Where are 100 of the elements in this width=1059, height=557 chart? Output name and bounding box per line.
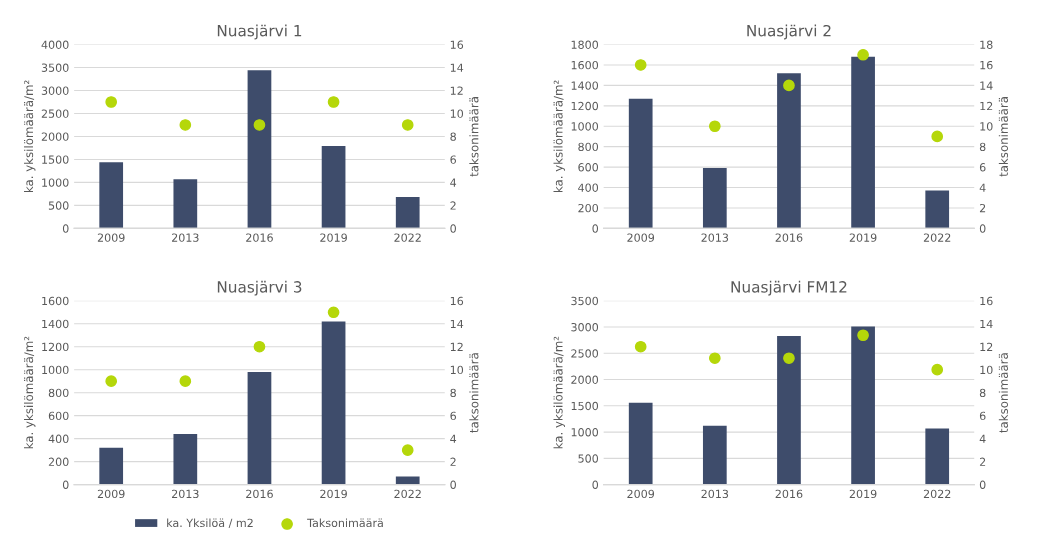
x-tick-label: 2013 xyxy=(172,489,199,499)
y2-axis-title: taksonimäärä xyxy=(469,353,479,433)
x-tick-label: 2013 xyxy=(701,489,729,499)
y2-tick-label: 12 xyxy=(980,101,993,111)
point xyxy=(327,306,340,319)
y2-tick-label: 14 xyxy=(980,319,993,328)
bar xyxy=(247,372,272,485)
chart-title: Nuasjärvi 1 xyxy=(217,24,302,40)
y-tick-label: 1000 xyxy=(571,122,599,131)
point xyxy=(179,375,192,388)
point xyxy=(105,375,118,388)
bar xyxy=(321,146,346,229)
y2-axis-title: taksonimäärä xyxy=(998,353,1008,433)
y2-tick-label: 8 xyxy=(450,388,456,398)
bar xyxy=(702,168,727,229)
y2-tick-label: 6 xyxy=(979,411,986,421)
point xyxy=(783,79,795,92)
bar xyxy=(99,162,124,229)
x-tick-label: 2019 xyxy=(320,489,347,499)
y-axis-title: ka. yksilömäärä/m² xyxy=(24,336,36,449)
point xyxy=(634,59,647,71)
point xyxy=(708,120,721,133)
y2-tick-label: 10 xyxy=(980,365,993,375)
y-tick-label: 0 xyxy=(62,480,69,489)
y2-tick-label: 10 xyxy=(450,109,464,118)
y2-tick-label: 4 xyxy=(979,434,986,443)
y-tick-label: 500 xyxy=(48,201,69,210)
y-tick-label: 1800 xyxy=(571,40,599,49)
y-tick-label: 400 xyxy=(48,434,69,444)
y2-tick-label: 8 xyxy=(979,142,986,152)
y2-tick-label: 12 xyxy=(450,342,463,351)
y-axis-title: ka. yksilömäärä/m² xyxy=(553,336,565,449)
x-tick-label: 2022 xyxy=(394,233,421,242)
bar xyxy=(628,402,653,485)
y2-tick-label: 16 xyxy=(450,40,464,49)
x-tick-label: 2013 xyxy=(172,233,199,242)
y-tick-label: 800 xyxy=(48,388,69,398)
bar xyxy=(247,70,272,229)
bar xyxy=(99,447,124,485)
y-tick-label: 800 xyxy=(578,142,599,152)
y-tick-label: 1000 xyxy=(42,178,69,187)
bar xyxy=(173,434,198,485)
y-tick-label: 1000 xyxy=(42,365,69,375)
y2-tick-label: 8 xyxy=(450,132,456,141)
x-tick-label: 2009 xyxy=(627,233,655,242)
y2-tick-label: 6 xyxy=(979,163,986,172)
y2-tick-label: 2 xyxy=(979,203,986,213)
y2-tick-label: 10 xyxy=(980,122,993,131)
y-tick-label: 0 xyxy=(62,224,69,233)
y2-tick-label: 0 xyxy=(979,480,986,489)
point xyxy=(634,340,647,353)
y2-tick-label: 16 xyxy=(980,60,993,70)
y-tick-label: 400 xyxy=(578,183,599,192)
x-tick-label: 2019 xyxy=(849,233,877,242)
point xyxy=(783,352,795,365)
y2-tick-label: 4 xyxy=(450,434,457,443)
y2-tick-label: 12 xyxy=(980,342,993,351)
y-tick-label: 1400 xyxy=(42,319,69,329)
chart-title: Nuasjärvi 2 xyxy=(747,24,831,40)
x-tick-label: 2019 xyxy=(849,489,877,499)
x-tick-label: 2016 xyxy=(246,233,273,242)
y-tick-label: 2500 xyxy=(571,349,599,358)
x-tick-label: 2022 xyxy=(923,233,951,242)
y-axis-title: ka. yksilömäärä/m² xyxy=(24,80,36,193)
y-axis-title: ka. yksilömäärä/m² xyxy=(553,80,565,193)
y2-tick-label: 4 xyxy=(979,183,986,192)
bar xyxy=(925,190,950,229)
bar xyxy=(702,425,727,485)
bar xyxy=(321,321,346,485)
bar xyxy=(925,428,950,485)
x-tick-label: 2016 xyxy=(775,489,803,499)
y-tick-label: 0 xyxy=(592,224,599,233)
y-tick-label: 0 xyxy=(592,480,599,489)
y-tick-label: 500 xyxy=(578,454,599,463)
y-tick-label: 1500 xyxy=(42,155,69,164)
y2-tick-label: 8 xyxy=(979,388,986,398)
bar xyxy=(777,73,801,229)
y-tick-label: 3000 xyxy=(41,86,69,95)
y2-tick-label: 16 xyxy=(980,296,993,306)
y2-axis-title: taksonimäärä xyxy=(998,97,1008,177)
bar xyxy=(777,335,801,485)
y2-tick-label: 14 xyxy=(980,81,993,90)
bar xyxy=(851,326,875,485)
y-tick-label: 600 xyxy=(48,411,69,421)
y-tick-label: 2000 xyxy=(571,375,599,384)
point xyxy=(931,363,944,376)
y-tick-label: 1600 xyxy=(571,60,599,70)
x-tick-label: 2016 xyxy=(246,489,273,499)
y-tick-label: 1200 xyxy=(42,342,69,352)
y-tick-label: 2000 xyxy=(41,132,69,141)
y2-tick-label: 10 xyxy=(450,365,464,375)
legend-label: Taksonimäärä xyxy=(307,518,383,528)
x-tick-label: 2022 xyxy=(394,489,421,499)
y-tick-label: 1500 xyxy=(571,401,599,411)
point xyxy=(857,329,869,342)
y2-tick-label: 16 xyxy=(450,296,464,306)
point xyxy=(401,444,414,456)
y2-tick-label: 18 xyxy=(980,40,993,49)
bar xyxy=(173,179,198,229)
y2-tick-label: 4 xyxy=(450,178,457,187)
